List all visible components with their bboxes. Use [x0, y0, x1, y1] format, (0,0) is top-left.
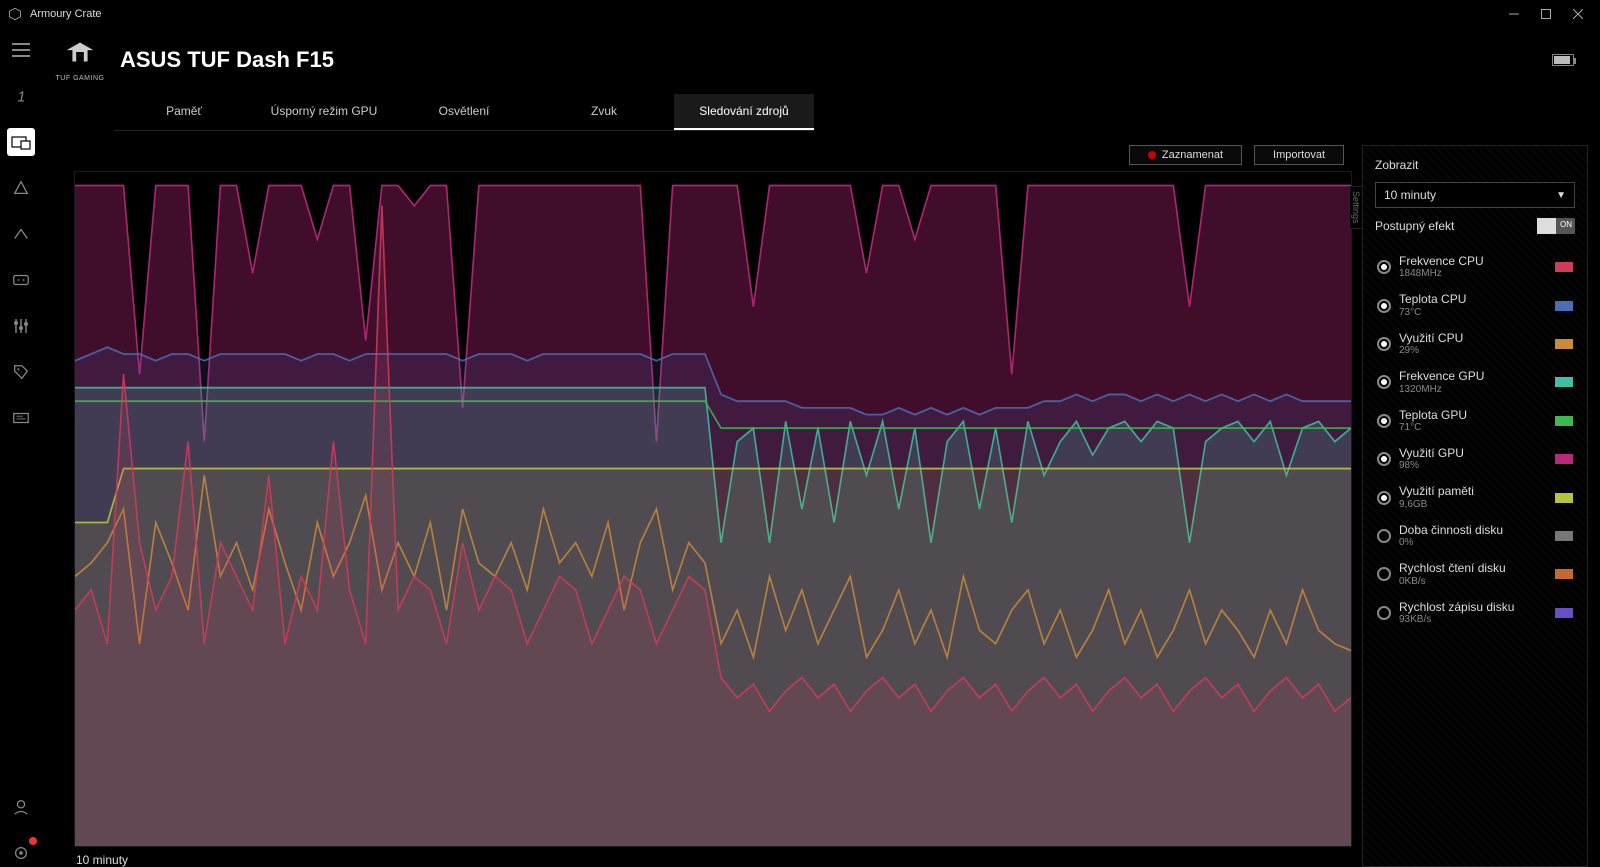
metric-row-1[interactable]: Teplota CPU73°C	[1375, 288, 1575, 322]
metric-name: Frekvence CPU	[1399, 254, 1547, 268]
metric-name: Rychlost čtení disku	[1399, 561, 1547, 575]
battery-icon	[1552, 54, 1574, 66]
metric-row-6[interactable]: Využití paměti9,6GB	[1375, 480, 1575, 514]
metric-name: Využití CPU	[1399, 331, 1547, 345]
metric-radio[interactable]	[1377, 452, 1391, 466]
metric-name: Doba činnosti disku	[1399, 523, 1547, 537]
tab-3[interactable]: Zvuk	[534, 94, 674, 130]
rail-gamevisual-icon[interactable]	[7, 266, 35, 294]
metric-radio[interactable]	[1377, 606, 1391, 620]
metric-value: 0KB/s	[1399, 576, 1547, 588]
metric-value: 29%	[1399, 345, 1547, 357]
svg-text:1: 1	[17, 89, 25, 105]
rail-aura-icon[interactable]	[7, 174, 35, 202]
rail-news-icon[interactable]	[7, 404, 35, 432]
metric-value: 93KB/s	[1399, 614, 1547, 626]
metric-value: 71°C	[1399, 422, 1547, 434]
tab-0[interactable]: Paměť	[114, 94, 254, 130]
metric-name: Rychlost zápisu disku	[1399, 600, 1547, 614]
timerange-select[interactable]: 10 minuty ▼	[1375, 182, 1575, 208]
rail-scenario-icon[interactable]	[7, 220, 35, 248]
metric-value: 9,6GB	[1399, 499, 1547, 511]
metric-row-2[interactable]: Využití CPU29%	[1375, 327, 1575, 361]
settings-panel: Settings Zobrazit 10 minuty ▼ Postupný e…	[1362, 145, 1588, 867]
metric-radio[interactable]	[1377, 491, 1391, 505]
maximize-button[interactable]	[1540, 8, 1552, 20]
metric-swatch	[1555, 377, 1573, 387]
metric-name: Frekvence GPU	[1399, 369, 1547, 383]
tab-2[interactable]: Osvětlení	[394, 94, 534, 130]
metric-name: Využití GPU	[1399, 446, 1547, 460]
tuf-logo: TUF GAMING	[50, 38, 110, 82]
metric-name: Teplota CPU	[1399, 292, 1547, 306]
record-button[interactable]: Zaznamenat	[1129, 145, 1242, 165]
resource-chart	[74, 171, 1352, 847]
metric-value: 1320MHz	[1399, 384, 1547, 396]
record-dot-icon	[1148, 151, 1156, 159]
metric-row-3[interactable]: Frekvence GPU1320MHz	[1375, 365, 1575, 399]
metric-value: 73°C	[1399, 307, 1547, 319]
metric-swatch	[1555, 608, 1573, 618]
metric-name: Teplota GPU	[1399, 408, 1547, 422]
tab-4[interactable]: Sledování zdrojů	[674, 94, 814, 130]
rail-deals-icon[interactable]	[7, 358, 35, 386]
minimize-button[interactable]	[1508, 8, 1520, 20]
rail-home-icon[interactable]: 1	[7, 82, 35, 110]
x-axis-label: 10 minuty	[74, 847, 1352, 867]
metric-row-4[interactable]: Teplota GPU71°C	[1375, 404, 1575, 438]
metric-swatch	[1555, 454, 1573, 464]
notification-badge	[29, 837, 37, 845]
menu-icon[interactable]	[7, 36, 35, 64]
header: TUF GAMING ASUS TUF Dash F15	[42, 28, 1600, 82]
metric-row-7[interactable]: Doba činnosti disku0%	[1375, 519, 1575, 553]
metric-swatch	[1555, 569, 1573, 579]
metric-name: Využití paměti	[1399, 484, 1547, 498]
metric-swatch	[1555, 416, 1573, 426]
metric-swatch	[1555, 531, 1573, 541]
titlebar: Armoury Crate	[0, 0, 1600, 28]
metric-value: 1848MHz	[1399, 268, 1547, 280]
metric-row-0[interactable]: Frekvence CPU1848MHz	[1375, 250, 1575, 284]
metric-radio[interactable]	[1377, 299, 1391, 313]
metric-radio[interactable]	[1377, 414, 1391, 428]
device-title: ASUS TUF Dash F15	[120, 47, 334, 73]
metric-value: 98%	[1399, 460, 1547, 472]
gradual-toggle[interactable]: ON	[1537, 218, 1575, 234]
import-button[interactable]: Importovat	[1254, 145, 1344, 165]
tab-1[interactable]: Úsporný režim GPU	[254, 94, 394, 130]
app-title: Armoury Crate	[30, 8, 1508, 20]
metric-value: 0%	[1399, 537, 1547, 549]
metric-row-9[interactable]: Rychlost zápisu disku93KB/s	[1375, 596, 1575, 630]
gradual-label: Postupný efekt	[1375, 219, 1454, 233]
metric-swatch	[1555, 339, 1573, 349]
close-button[interactable]	[1572, 8, 1584, 20]
rail-settings-icon[interactable]	[7, 839, 35, 867]
metric-row-5[interactable]: Využití GPU98%	[1375, 442, 1575, 476]
show-label: Zobrazit	[1375, 158, 1575, 172]
left-rail: 1	[0, 28, 42, 867]
metric-swatch	[1555, 301, 1573, 311]
app-icon	[8, 7, 22, 21]
metric-radio[interactable]	[1377, 567, 1391, 581]
chevron-down-icon: ▼	[1556, 190, 1566, 201]
metric-radio[interactable]	[1377, 529, 1391, 543]
metric-row-8[interactable]: Rychlost čtení disku0KB/s	[1375, 557, 1575, 591]
metric-swatch	[1555, 493, 1573, 503]
rail-user-icon[interactable]	[7, 793, 35, 821]
settings-tab[interactable]: Settings	[1349, 186, 1363, 229]
metric-radio[interactable]	[1377, 337, 1391, 351]
rail-tools-icon[interactable]	[7, 312, 35, 340]
metric-radio[interactable]	[1377, 375, 1391, 389]
metric-radio[interactable]	[1377, 260, 1391, 274]
rail-device-icon[interactable]	[7, 128, 35, 156]
tabs: PaměťÚsporný režim GPUOsvětleníZvukSledo…	[114, 94, 814, 131]
metric-swatch	[1555, 262, 1573, 272]
